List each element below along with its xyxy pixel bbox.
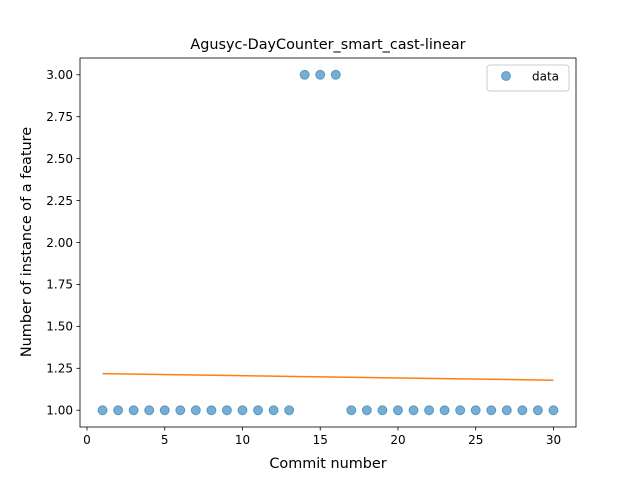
data-point (315, 69, 326, 80)
legend-marker-data (501, 71, 511, 81)
data-point (159, 405, 170, 416)
data-point (206, 405, 217, 416)
data-point (439, 405, 450, 416)
y-tick-label: 2.00 (46, 236, 73, 250)
data-point (470, 405, 481, 416)
x-tick-label: 30 (546, 433, 561, 447)
data-point (190, 405, 201, 416)
data-point (144, 405, 155, 416)
data-point (532, 405, 543, 416)
data-point (299, 69, 310, 80)
y-tick-label: 2.25 (46, 194, 73, 208)
legend: data (486, 64, 570, 92)
plot-area (97, 69, 559, 416)
data-point (330, 69, 341, 80)
x-tick-label: 25 (468, 433, 483, 447)
y-tick-label: 3.00 (46, 68, 73, 82)
legend-label-data: data (532, 70, 559, 84)
data-point (392, 405, 403, 416)
x-axis-ticks: 0 5 10 15 20 25 30 (83, 427, 561, 447)
y-axis-ticks: 1.00 1.25 1.50 1.75 2.00 2.25 2.50 2.75 3.00 (46, 68, 80, 418)
axes-frame (79, 57, 577, 428)
data-point (486, 405, 497, 416)
x-axis-label: Commit number (269, 456, 386, 472)
data-point (346, 405, 357, 416)
data-point (128, 405, 139, 416)
data-point (253, 405, 264, 416)
chart-title: Agusyc-DayCounter_smart_cast-linear (190, 37, 465, 53)
data-point (424, 405, 435, 416)
data-point (237, 405, 248, 416)
y-axis-label: Number of instance of a feature (19, 127, 35, 357)
y-tick-label: 2.50 (46, 152, 73, 166)
x-tick-label: 0 (83, 433, 91, 447)
x-tick-label: 20 (390, 433, 405, 447)
y-tick-label: 1.00 (46, 404, 73, 418)
data-point (97, 405, 108, 416)
x-tick-label: 15 (313, 433, 328, 447)
y-tick-label: 2.75 (46, 110, 73, 124)
x-tick-label: 10 (235, 433, 250, 447)
data-point (221, 405, 232, 416)
data-point (268, 405, 279, 416)
fit-line (102, 372, 554, 381)
data-point (175, 405, 186, 416)
data-point (377, 405, 388, 416)
data-point (408, 405, 419, 416)
data-point (455, 405, 466, 416)
y-tick-label: 1.75 (46, 278, 73, 292)
y-tick-label: 1.25 (46, 362, 73, 376)
y-tick-label: 1.50 (46, 320, 73, 334)
data-point (501, 405, 512, 416)
data-point (361, 405, 372, 416)
x-tick-label: 5 (161, 433, 169, 447)
data-point (284, 405, 295, 416)
data-point (548, 405, 559, 416)
data-point (517, 405, 528, 416)
data-point (113, 405, 124, 416)
